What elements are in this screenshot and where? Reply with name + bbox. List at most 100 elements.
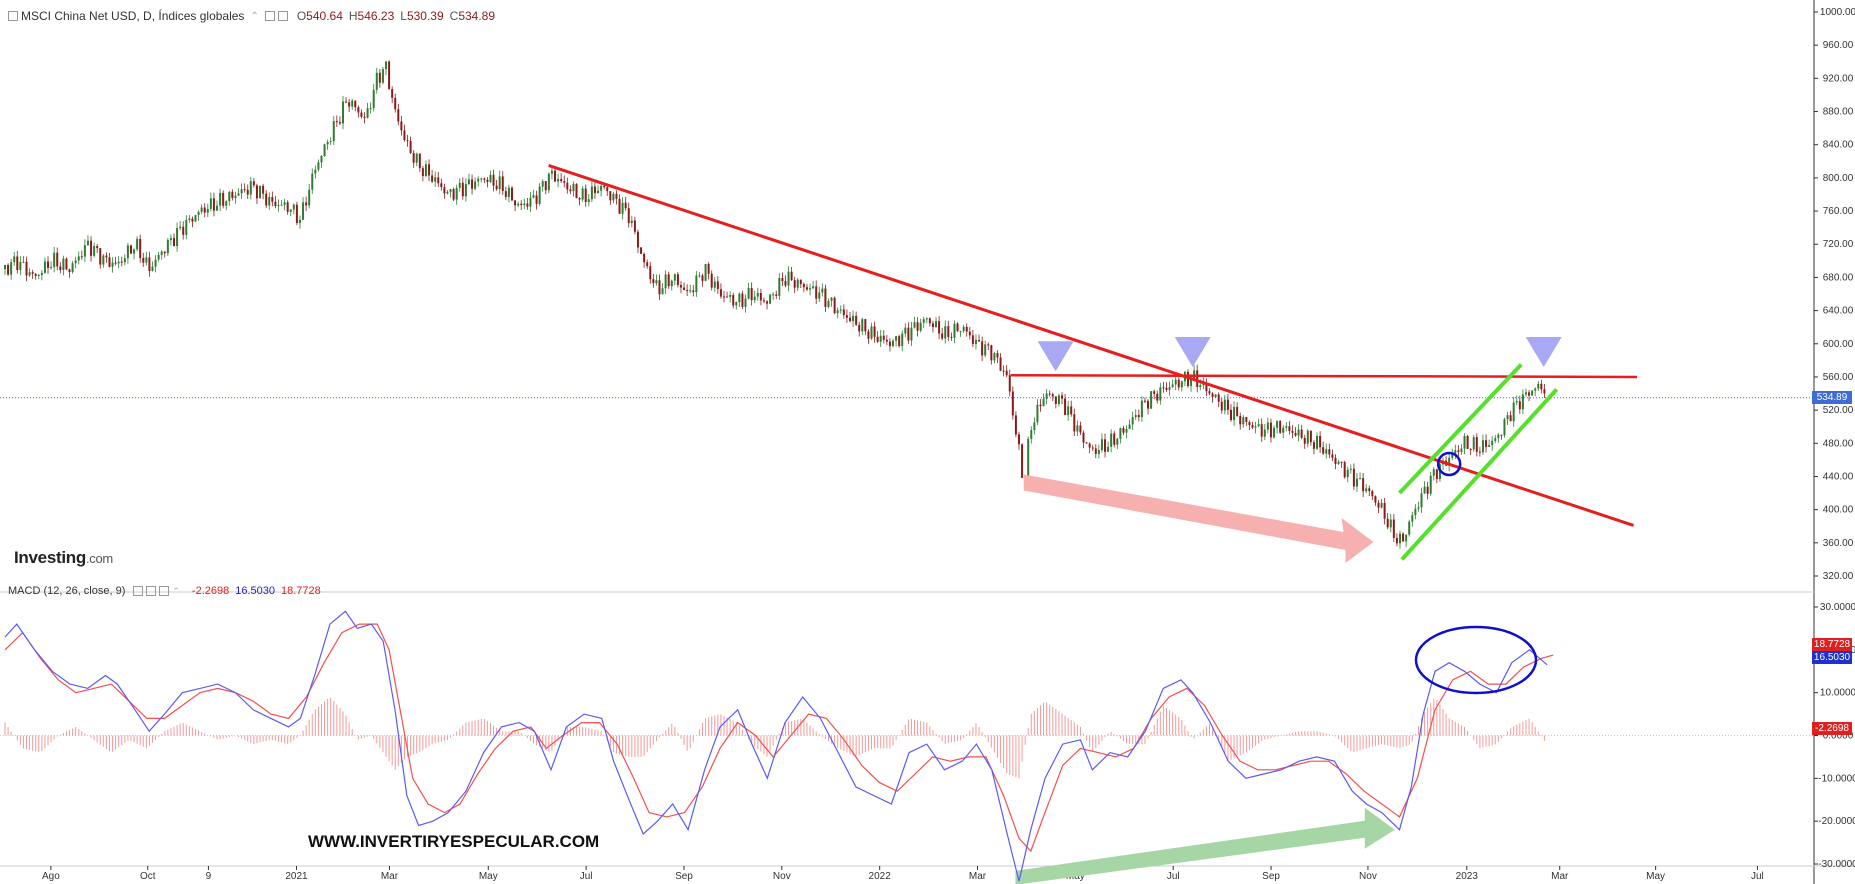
candle-body (772, 294, 775, 296)
candle-body (458, 182, 461, 188)
candle-body (609, 191, 612, 201)
candle-body (1528, 392, 1531, 396)
candle-body (974, 340, 977, 344)
close-label: C (449, 9, 459, 23)
candle-body (56, 252, 59, 267)
candle-body (919, 322, 922, 331)
candle-body (1128, 424, 1131, 429)
candle-body (489, 174, 492, 183)
candle-body (4, 264, 6, 270)
candle-body (222, 192, 225, 206)
candle-body (1057, 395, 1060, 404)
candle-body (237, 193, 240, 196)
settings-icon[interactable] (146, 586, 157, 596)
candle-body (1039, 404, 1042, 407)
candle-body (928, 318, 931, 324)
candle-body (234, 195, 237, 199)
candle-body (689, 290, 692, 292)
chevron-down-icon[interactable]: ⌃ (250, 10, 259, 22)
candle-body (590, 186, 593, 200)
candle-body (554, 170, 557, 182)
y-tick-label: 960.00 (1823, 40, 1854, 51)
candle-body (317, 162, 320, 170)
candle-body (108, 257, 111, 267)
candle-body (1064, 398, 1067, 416)
candle-body (517, 203, 520, 206)
candle-body (1116, 438, 1119, 445)
x-tick-label: Mar (381, 871, 399, 882)
candle-body (197, 211, 200, 216)
candle-body (1045, 393, 1048, 399)
collapse-icon[interactable] (8, 11, 18, 21)
x-tick-label: Oct (140, 871, 156, 882)
eye-icon[interactable] (264, 11, 275, 21)
candle-body (1543, 389, 1546, 394)
candle-body (1337, 461, 1340, 464)
top-marker-triangle (1037, 341, 1074, 372)
candle-body (53, 252, 56, 268)
candle-body (216, 205, 219, 211)
candle-body (25, 261, 28, 276)
candle-body (345, 101, 348, 103)
candle-body (1386, 518, 1389, 528)
candle-body (547, 173, 550, 191)
candle-body (148, 257, 151, 272)
macd-y-tick-label: -10.0000 (1818, 773, 1855, 784)
eye-icon[interactable] (133, 586, 144, 596)
candle-body (1134, 415, 1137, 418)
candle-body (1097, 450, 1100, 454)
candle-body (1248, 422, 1251, 426)
candle-body (597, 190, 600, 194)
candle-body (311, 173, 314, 190)
candle-body (1177, 379, 1180, 388)
candle-body (683, 287, 686, 291)
candle-body (1524, 392, 1527, 395)
candle-body (1113, 433, 1116, 445)
candle-body (16, 256, 19, 270)
candle-body (532, 195, 535, 198)
candle-body (1451, 454, 1454, 458)
macd-y-tick-label: 10.0000 (1820, 688, 1855, 699)
macd-y-tick-label: 30.0000 (1820, 602, 1855, 613)
y-tick-label: 840.00 (1823, 140, 1854, 151)
candle-body (1306, 430, 1309, 444)
candle-body (464, 184, 467, 197)
candle-body (295, 204, 298, 224)
y-tick-label: 320.00 (1823, 571, 1854, 582)
candle-body (1140, 400, 1143, 418)
chevron-down-icon[interactable]: ⌃ (172, 585, 180, 596)
y-tick-label: 760.00 (1823, 206, 1854, 217)
candle-body (787, 271, 790, 286)
candle-body (526, 203, 529, 207)
candle-body (1223, 399, 1226, 411)
candle-body (781, 278, 784, 282)
settings-icon[interactable] (277, 11, 288, 21)
candle-body (308, 189, 311, 206)
candle-body (870, 326, 873, 339)
candle-body (606, 187, 609, 192)
candle-body (858, 324, 861, 332)
candle-body (486, 179, 489, 183)
candle-body (71, 263, 74, 273)
candle-body (440, 183, 443, 188)
candle-body (1076, 425, 1079, 432)
candle-body (664, 274, 667, 289)
candle-body (1346, 469, 1349, 478)
candle-body (916, 322, 919, 331)
candle-body (978, 340, 981, 342)
candle-body (22, 261, 25, 263)
macd-line (4, 610, 1548, 882)
downtrend-line (548, 164, 1634, 527)
close-icon[interactable] (159, 586, 170, 596)
candle-body (1395, 537, 1398, 544)
candle-body (1239, 416, 1242, 425)
candle-body (1168, 387, 1171, 390)
candle-body (815, 286, 818, 299)
candle-body (378, 72, 381, 83)
candle-body (120, 261, 123, 263)
candle-body (1343, 462, 1346, 478)
candle-body (627, 208, 630, 223)
candle-body (1352, 468, 1355, 487)
candle-body (1319, 435, 1322, 448)
